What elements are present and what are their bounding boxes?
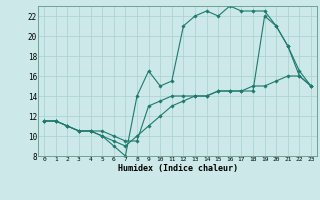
X-axis label: Humidex (Indice chaleur): Humidex (Indice chaleur) <box>118 164 238 173</box>
